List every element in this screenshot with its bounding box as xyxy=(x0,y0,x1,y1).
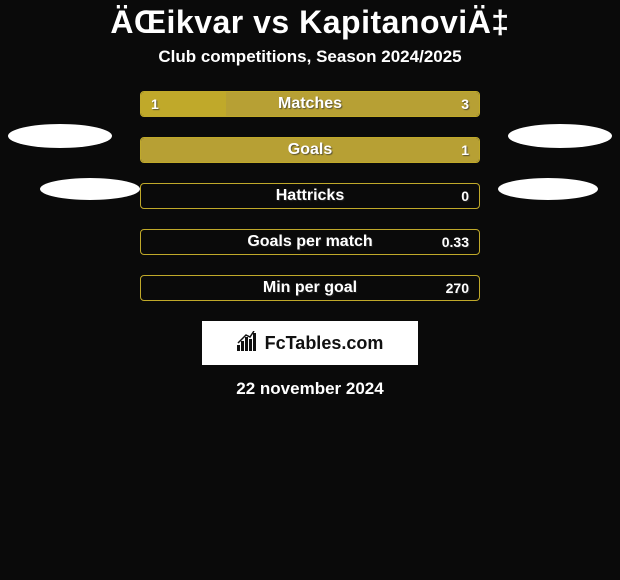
player-left-shape-2 xyxy=(40,178,140,200)
stat-row: 270Min per goal xyxy=(140,275,480,301)
stat-value-right: 270 xyxy=(446,276,469,300)
stat-row: 1Goals xyxy=(140,137,480,163)
stats-container: 13Matches1Goals0Hattricks0.33Goals per m… xyxy=(140,91,480,301)
stat-fill-right xyxy=(141,138,479,162)
stat-row: 0Hattricks xyxy=(140,183,480,209)
stat-row: 13Matches xyxy=(140,91,480,117)
stat-value-right: 0 xyxy=(461,184,469,208)
stat-fill-right xyxy=(226,92,480,116)
stat-row: 0.33Goals per match xyxy=(140,229,480,255)
player-left-shape-1 xyxy=(8,124,112,148)
date-text: 22 november 2024 xyxy=(0,379,620,399)
stat-value-left: 1 xyxy=(151,92,159,116)
page-title: ÄŒikvar vs KapitanoviÄ‡ xyxy=(0,4,620,41)
stat-label: Min per goal xyxy=(141,276,479,300)
player-right-shape-1 xyxy=(508,124,612,148)
stat-value-right: 3 xyxy=(461,92,469,116)
page-subtitle: Club competitions, Season 2024/2025 xyxy=(0,47,620,67)
stat-value-right: 0.33 xyxy=(442,230,469,254)
content: ÄŒikvar vs KapitanoviÄ‡ Club competition… xyxy=(0,0,620,399)
player-right-shape-2 xyxy=(498,178,598,200)
stat-label: Goals per match xyxy=(141,230,479,254)
stat-label: Hattricks xyxy=(141,184,479,208)
stat-value-right: 1 xyxy=(461,138,469,162)
chart-bars-icon xyxy=(237,331,259,356)
brand-text: FcTables.com xyxy=(265,333,384,354)
brand-box[interactable]: FcTables.com xyxy=(202,321,418,365)
